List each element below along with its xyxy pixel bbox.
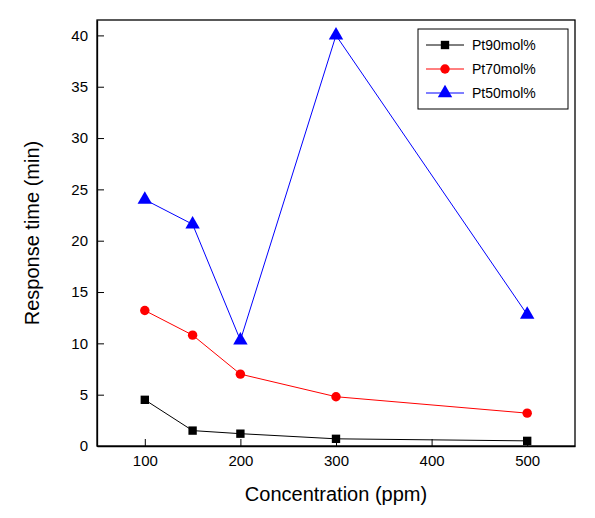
legend-item: Pt70mol% (426, 61, 536, 77)
tick-mark (97, 35, 104, 36)
series-line (145, 311, 527, 414)
tick-mark (97, 292, 104, 293)
tick-mark (97, 138, 104, 139)
y-axis-title: Response time (min) (21, 141, 43, 326)
tick-label: 0 (80, 437, 88, 454)
marker (188, 426, 196, 434)
legend-item: Pt50mol% (426, 85, 536, 101)
tick-label: 20 (71, 232, 88, 249)
tick-mark (97, 87, 104, 88)
legend-label: Pt50mol% (472, 85, 536, 101)
tick: 25 (71, 181, 104, 198)
tick-label: 10 (71, 335, 88, 352)
legend: Pt90mol% Pt70mol% Pt50mol% (418, 29, 568, 109)
tick: 40 (71, 27, 104, 44)
marker (188, 330, 197, 339)
tick-label: 35 (71, 78, 88, 95)
legend-marker (441, 41, 449, 49)
plot: 100 200 300 400 500 0 5 10 15 20 25 30 35 40 Concentra… (21, 20, 576, 505)
tick-mark (97, 189, 104, 190)
tick-label: 400 (420, 452, 445, 469)
y-axis: 0 5 10 15 20 25 30 35 40 (71, 21, 104, 455)
tick-label: 15 (71, 283, 88, 300)
marker (233, 332, 247, 344)
tick-mark (145, 439, 146, 446)
marker (520, 306, 534, 318)
tick-label: 100 (133, 452, 158, 469)
x-axis: 100 200 300 400 500 (98, 439, 576, 469)
legend-label: Pt90mol% (472, 37, 536, 53)
tick: 400 (420, 439, 445, 469)
tick-label: 25 (71, 181, 88, 198)
marker (522, 408, 531, 417)
marker (236, 429, 244, 437)
tick-label: 5 (80, 386, 88, 403)
tick: 10 (71, 335, 104, 352)
tick-mark (97, 241, 104, 242)
marker (140, 306, 149, 315)
legend-marker (440, 64, 449, 73)
marker (185, 216, 199, 228)
marker (523, 437, 531, 445)
legend-item: Pt90mol% (426, 37, 536, 53)
tick: 300 (324, 439, 349, 469)
tick-mark (97, 343, 104, 344)
tick: 30 (71, 129, 104, 146)
tick-label: 300 (324, 452, 349, 469)
legend-marker (438, 85, 452, 97)
tick-label: 40 (71, 27, 88, 44)
tick: 200 (228, 439, 253, 469)
tick-label: 500 (515, 452, 540, 469)
legend-label: Pt70mol% (472, 61, 536, 77)
chart: 100 200 300 400 500 0 5 10 15 20 25 30 35 40 Concentra… (0, 0, 595, 518)
plot-frame (97, 20, 575, 446)
tick: 20 (71, 232, 104, 249)
marker (329, 27, 343, 39)
tick: 5 (80, 386, 104, 403)
marker (331, 392, 340, 401)
tick: 35 (71, 78, 104, 95)
marker (141, 396, 149, 404)
legend-frame (418, 29, 568, 109)
tick-mark (240, 439, 241, 446)
tick: 100 (133, 439, 158, 469)
marker (332, 435, 340, 443)
tick-label: 30 (71, 129, 88, 146)
tick-mark (97, 395, 104, 396)
x-axis-title: Concentration (ppm) (245, 483, 427, 505)
marker (138, 191, 152, 203)
marker (236, 369, 245, 378)
tick-label: 200 (228, 452, 253, 469)
tick: 15 (71, 283, 104, 300)
